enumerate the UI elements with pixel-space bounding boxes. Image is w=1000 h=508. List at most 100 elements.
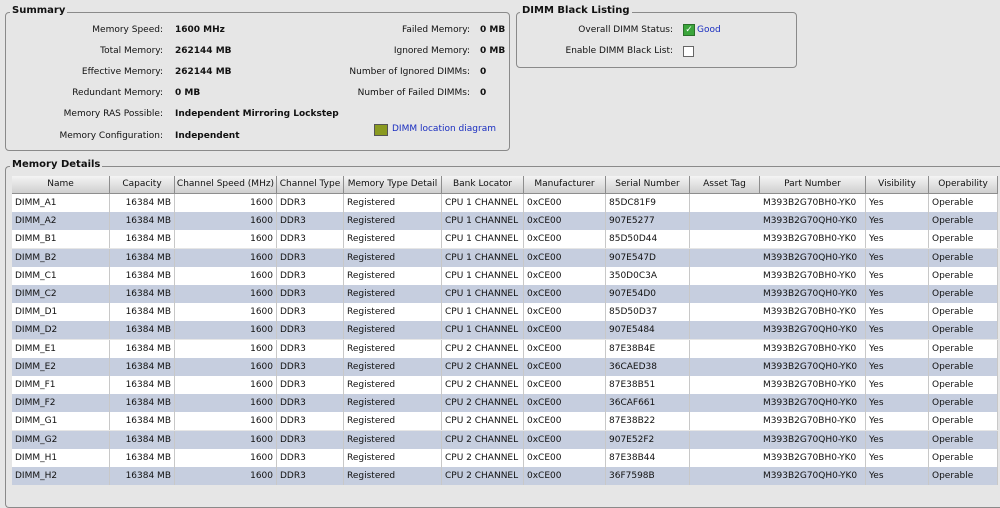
table-cell: M393B2G70QH0-YK0 bbox=[760, 285, 866, 303]
table-cell: 87E38B51 bbox=[606, 376, 690, 394]
table-cell: 0xCE00 bbox=[524, 394, 606, 413]
table-cell: 0xCE00 bbox=[524, 376, 606, 394]
column-header[interactable]: Channel Type bbox=[277, 176, 344, 194]
table-cell: Registered (Buffered) bbox=[344, 430, 442, 449]
table-cell: Registered (Buffered) bbox=[344, 266, 442, 285]
field-value: 0 bbox=[480, 67, 487, 77]
table-cell: CPU 1 CHANNEL 2 D bbox=[442, 285, 524, 303]
table-cell: 1600 bbox=[175, 230, 277, 249]
table-cell: Yes bbox=[866, 467, 929, 485]
table-cell: DIMM_A2 bbox=[12, 212, 110, 231]
table-cell: 16384 MB bbox=[110, 266, 175, 285]
status-value: Good bbox=[697, 25, 721, 35]
table-cell: DIMM_H1 bbox=[12, 448, 110, 467]
table-cell: Yes bbox=[866, 285, 929, 303]
table-cell: 1600 bbox=[175, 212, 277, 231]
table-cell: Yes bbox=[866, 339, 929, 358]
table-cell: Yes bbox=[866, 430, 929, 449]
table-cell: M393B2G70BH0-YK0 bbox=[760, 376, 866, 394]
table-cell: 85D50D37 bbox=[606, 303, 690, 322]
table-cell: Registered (Buffered) bbox=[344, 212, 442, 231]
table-cell: Yes bbox=[866, 303, 929, 322]
table-cell: DDR3 bbox=[277, 430, 344, 449]
column-header[interactable]: Name bbox=[12, 176, 110, 194]
column-header[interactable]: Capacity bbox=[110, 176, 175, 194]
table-cell: CPU 1 CHANNEL 1 D bbox=[442, 248, 524, 267]
table-cell: 16384 MB bbox=[110, 248, 175, 267]
column-header[interactable]: Channel Speed (MHz) bbox=[175, 176, 277, 194]
table-cell: 87E38B4E bbox=[606, 339, 690, 358]
column-header[interactable]: Visibility bbox=[866, 176, 929, 194]
table-cell: Registered (Buffered) bbox=[344, 339, 442, 358]
table-cell: Operable bbox=[929, 285, 998, 303]
table-cell: M393B2G70BH0-YK0 bbox=[760, 339, 866, 358]
table-cell: 0xCE00 bbox=[524, 230, 606, 249]
table-cell: 16384 MB bbox=[110, 430, 175, 449]
diagram-icon bbox=[374, 124, 388, 136]
table-cell: Operable bbox=[929, 448, 998, 467]
field-label: Redundant Memory: bbox=[72, 88, 163, 98]
table-cell: Yes bbox=[866, 394, 929, 413]
table-cell: Operable bbox=[929, 357, 998, 376]
table-cell: Registered (Buffered) bbox=[344, 285, 442, 303]
table-cell: 0xCE00 bbox=[524, 339, 606, 358]
table-cell: DIMM_C1 bbox=[12, 266, 110, 285]
table-cell: 16384 MB bbox=[110, 230, 175, 249]
table-cell: 907E5484 bbox=[606, 321, 690, 340]
table-cell: DIMM_B2 bbox=[12, 248, 110, 267]
table-cell: DIMM_A1 bbox=[12, 194, 110, 212]
table-cell: Operable bbox=[929, 394, 998, 413]
table-cell: Operable bbox=[929, 194, 998, 212]
enable-checkbox[interactable] bbox=[683, 46, 694, 57]
column-header[interactable]: Operability bbox=[929, 176, 998, 194]
column-header[interactable]: Asset Tag bbox=[690, 176, 760, 194]
table-cell: 16384 MB bbox=[110, 357, 175, 376]
field-label: Memory Speed: bbox=[92, 25, 163, 35]
table-cell: DDR3 bbox=[277, 467, 344, 485]
column-header[interactable]: Memory Type Detail bbox=[344, 176, 442, 194]
field-label: Memory RAS Possible: bbox=[63, 109, 163, 119]
field-value: Independent Mirroring Lockstep bbox=[175, 109, 339, 119]
diagram-link[interactable]: DIMM location diagram bbox=[392, 124, 496, 134]
table-cell: CPU 1 CHANNEL 0 D bbox=[442, 212, 524, 231]
table-cell: 0xCE00 bbox=[524, 467, 606, 485]
table-cell: 907E547D bbox=[606, 248, 690, 267]
table-cell: CPU 2 CHANNEL 3 D bbox=[442, 467, 524, 485]
table-cell: DIMM_E2 bbox=[12, 357, 110, 376]
column-header[interactable]: Manufacturer bbox=[524, 176, 606, 194]
table-cell: 0xCE00 bbox=[524, 357, 606, 376]
table-cell: Operable bbox=[929, 430, 998, 449]
table-cell: Operable bbox=[929, 212, 998, 231]
column-header[interactable]: Bank Locator bbox=[442, 176, 524, 194]
table-cell: DDR3 bbox=[277, 376, 344, 394]
table-cell: 87E38B44 bbox=[606, 448, 690, 467]
table-cell: DIMM_E1 bbox=[12, 339, 110, 358]
table-cell: Registered (Buffered) bbox=[344, 248, 442, 267]
field-value: 0 MB bbox=[175, 88, 201, 98]
table-cell: Operable bbox=[929, 339, 998, 358]
column-header[interactable]: Serial Number bbox=[606, 176, 690, 194]
table-cell: CPU 2 CHANNEL 0 D bbox=[442, 357, 524, 376]
table-cell: 1600 bbox=[175, 376, 277, 394]
table-cell: CPU 2 CHANNEL 2 D bbox=[442, 412, 524, 431]
table-cell: Yes bbox=[866, 194, 929, 212]
table-cell: DDR3 bbox=[277, 248, 344, 267]
column-header[interactable]: Part Number bbox=[760, 176, 866, 194]
table-cell: 16384 MB bbox=[110, 412, 175, 431]
